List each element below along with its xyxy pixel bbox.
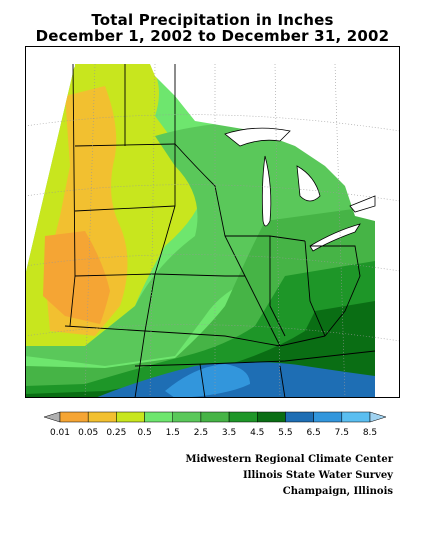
legend-tick-label: 3.5 [222, 428, 236, 438]
precipitation-map [25, 46, 400, 398]
legend-swatch [228, 411, 258, 423]
legend-colorbar: 0.01 0.05 0.25 0.5 1.5 2.5 3.5 4.5 5.5 6.5 7.5 8.5 [43, 411, 387, 438]
legend-tick-label: 6.5 [306, 428, 320, 438]
credit-organization: Midwestern Regional Climate Center [185, 454, 393, 465]
legend-swatch [172, 411, 202, 423]
legend-swatch [341, 411, 371, 423]
canada-unshaded [150, 64, 375, 221]
legend-swatch [116, 411, 145, 423]
legend-arrow-low [43, 411, 61, 423]
legend-swatch [59, 411, 89, 423]
legend-swatch [144, 411, 173, 423]
lake-michigan [261, 155, 272, 227]
lake-superior [224, 127, 291, 147]
credit-location: Champaign, Illinois [282, 486, 393, 497]
lake-ontario [349, 195, 376, 213]
legend-tick-label: 0.25 [106, 428, 126, 438]
legend-tick-label: 2.5 [194, 428, 208, 438]
precipitation-fill [25, 64, 375, 398]
legend-tick-label: 0.01 [50, 428, 70, 438]
legend-swatch [285, 411, 314, 423]
legend-swatch [257, 411, 286, 423]
legend-tick-label: 1.5 [166, 428, 180, 438]
lake-huron [296, 165, 321, 202]
legend-arrow-high [369, 411, 387, 423]
legend-tick-label: 5.5 [278, 428, 292, 438]
lake-erie [309, 223, 361, 252]
map-frame [25, 46, 400, 398]
legend-swatch [87, 411, 117, 423]
state-boundaries [64, 63, 376, 398]
credit-survey: Illinois State Water Survey [242, 470, 393, 481]
legend-swatch [200, 411, 230, 423]
legend-tick-label: 0.05 [78, 428, 98, 438]
map-title-line-1: Total Precipitation in Inches [91, 11, 334, 29]
legend-tick-label: 8.5 [363, 428, 377, 438]
legend-swatch [313, 411, 343, 423]
legend-tick-label: 4.5 [250, 428, 264, 438]
map-title-line-2: December 1, 2002 to December 31, 2002 [35, 27, 390, 45]
legend-tick-label: 0.5 [137, 428, 151, 438]
legend-tick-label: 7.5 [335, 428, 349, 438]
